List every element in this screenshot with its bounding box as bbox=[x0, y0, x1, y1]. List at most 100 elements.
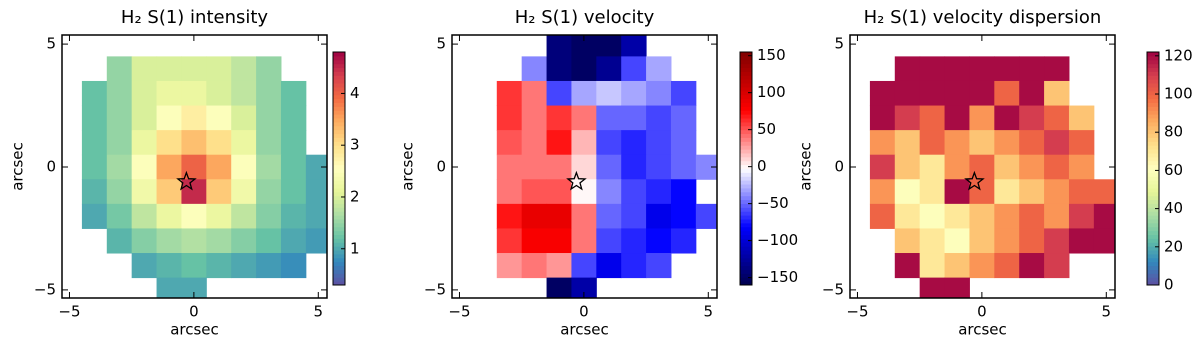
cell bbox=[280, 154, 307, 180]
colorbar-step bbox=[740, 59, 752, 65]
colorbar-step bbox=[740, 67, 752, 72]
cell bbox=[646, 179, 672, 205]
cell bbox=[546, 130, 572, 156]
colorbar-step bbox=[333, 277, 345, 282]
colorbar-step bbox=[1147, 218, 1159, 224]
cell bbox=[919, 154, 946, 180]
cell bbox=[256, 154, 282, 180]
cell bbox=[280, 80, 307, 107]
cell bbox=[1044, 203, 1070, 229]
cell bbox=[919, 203, 946, 229]
colorbar-step bbox=[333, 222, 345, 228]
cell bbox=[106, 154, 133, 180]
cell bbox=[646, 203, 672, 229]
cell bbox=[206, 228, 232, 254]
colorbar-step bbox=[1147, 86, 1159, 92]
colorbar-tick-label: 20 bbox=[1164, 237, 1183, 255]
cell bbox=[156, 253, 182, 279]
colorbar-step bbox=[333, 83, 345, 88]
cell bbox=[496, 253, 523, 279]
colorbar-step bbox=[333, 218, 345, 224]
colorbar-step bbox=[740, 187, 752, 193]
colorbar-step bbox=[1147, 59, 1159, 65]
colorbar-step bbox=[740, 110, 752, 115]
colorbar-step bbox=[1147, 67, 1159, 72]
cell bbox=[919, 130, 946, 156]
colorbar-step bbox=[1147, 55, 1159, 61]
cell bbox=[621, 80, 647, 107]
x-tick-label: 0 bbox=[189, 303, 199, 321]
cell bbox=[106, 203, 133, 229]
cell bbox=[280, 253, 307, 279]
cell bbox=[646, 154, 672, 180]
colorbar-step bbox=[740, 145, 752, 150]
colorbar-step bbox=[740, 137, 752, 142]
y-tick-label: 5 bbox=[436, 35, 446, 53]
colorbar-step bbox=[1147, 83, 1159, 88]
cell bbox=[621, 228, 647, 254]
cell bbox=[994, 203, 1020, 229]
cell bbox=[869, 179, 896, 205]
cell bbox=[156, 203, 182, 229]
colorbar-step bbox=[333, 253, 345, 259]
star-marker bbox=[964, 170, 985, 191]
cell bbox=[571, 130, 597, 156]
cell bbox=[1068, 130, 1095, 156]
cell bbox=[621, 105, 647, 131]
cell bbox=[256, 179, 282, 205]
cell bbox=[280, 105, 307, 131]
cell bbox=[81, 203, 108, 229]
chart-title: H₂ S(1) intensity bbox=[121, 7, 269, 28]
cell bbox=[596, 105, 622, 131]
cell bbox=[521, 154, 548, 180]
cell bbox=[894, 154, 921, 180]
x-axis-label: arcsec bbox=[170, 321, 219, 339]
cell bbox=[571, 253, 597, 279]
cell bbox=[305, 179, 327, 205]
cell bbox=[131, 179, 158, 205]
cell bbox=[695, 154, 717, 180]
cell bbox=[206, 56, 232, 82]
colorbar-step bbox=[740, 164, 752, 169]
colorbar-step bbox=[740, 55, 752, 61]
colorbar-step bbox=[740, 215, 752, 220]
colorbar-step bbox=[740, 133, 752, 138]
colorbar-step bbox=[740, 75, 752, 80]
colorbar-step bbox=[1147, 172, 1159, 177]
colorbar-step bbox=[333, 187, 345, 193]
cell bbox=[919, 277, 946, 298]
cell bbox=[131, 228, 158, 254]
y-axis-label: arcsec bbox=[399, 142, 417, 191]
cell bbox=[181, 130, 207, 156]
cell bbox=[496, 154, 523, 180]
colorbar-step bbox=[1147, 110, 1159, 115]
cell bbox=[571, 277, 597, 298]
colorbar-step bbox=[740, 281, 752, 286]
colorbar-step bbox=[333, 184, 345, 189]
colorbar-step bbox=[333, 121, 345, 127]
cell bbox=[1019, 105, 1045, 131]
colorbar-step bbox=[740, 203, 752, 208]
cell bbox=[521, 179, 548, 205]
colorbar-step bbox=[1147, 242, 1159, 247]
colorbar-step bbox=[1147, 211, 1159, 216]
cell bbox=[869, 105, 896, 131]
cell bbox=[521, 130, 548, 156]
colorbar-step bbox=[333, 149, 345, 154]
colorbar-step bbox=[333, 281, 345, 286]
cell bbox=[106, 130, 133, 156]
cell bbox=[646, 228, 672, 254]
cell bbox=[670, 80, 697, 107]
y-tick-label: −5 bbox=[34, 280, 56, 298]
colorbar-step bbox=[1147, 273, 1159, 278]
colorbar-step bbox=[1147, 184, 1159, 189]
colorbar-step bbox=[333, 164, 345, 169]
x-tick-label: 5 bbox=[314, 303, 324, 321]
colorbar-step bbox=[333, 250, 345, 255]
cell bbox=[546, 253, 572, 279]
colorbar-step bbox=[1147, 257, 1159, 263]
cell bbox=[206, 253, 232, 279]
colorbar-step bbox=[333, 168, 345, 173]
colorbar-step bbox=[333, 98, 345, 103]
colorbar-step bbox=[1147, 187, 1159, 193]
